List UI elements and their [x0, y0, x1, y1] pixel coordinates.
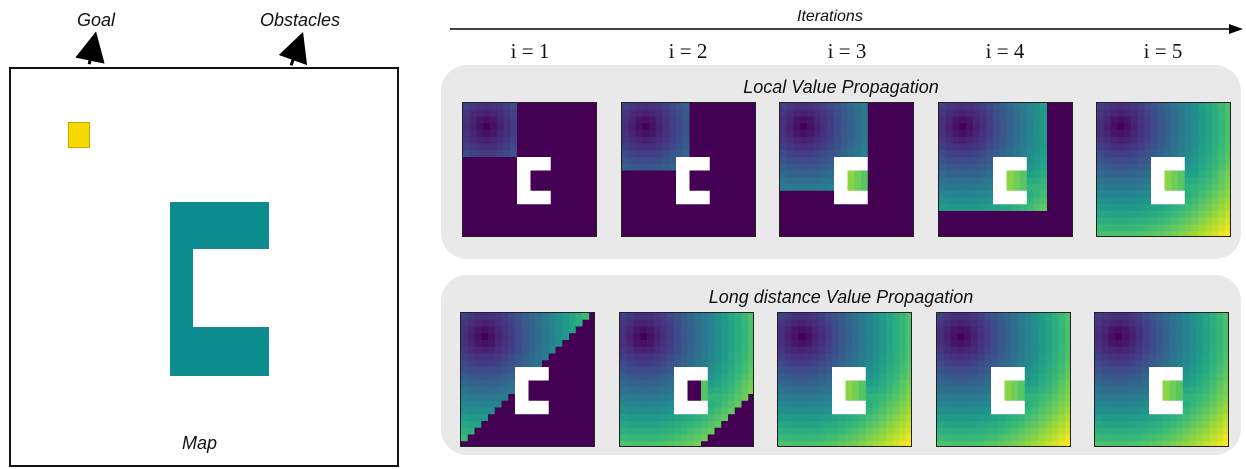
long-grid-5 [1094, 312, 1229, 447]
iteration-label-1: i = 1 [510, 39, 550, 63]
local-grid-2 [621, 102, 756, 237]
map-label: Map [182, 433, 218, 453]
local-panel-title: Local Value Propagation [743, 77, 939, 97]
obstacles-label: Obstacles [260, 10, 341, 30]
iteration-label-4: i = 4 [985, 39, 1025, 63]
long-panel: Long distance Value Propagation [441, 275, 1241, 455]
iteration-label-5: i = 5 [1143, 39, 1183, 63]
local-grid-5 [1096, 102, 1231, 237]
goal-label: Goal [77, 10, 116, 30]
iteration-label-2: i = 2 [668, 39, 708, 63]
local-grid-1 [462, 102, 597, 237]
iterations-arrow [450, 24, 1243, 34]
long-grid-4 [936, 312, 1071, 447]
long-grid-1 [460, 312, 595, 447]
local-panel: Local Value Propagation [441, 65, 1241, 259]
obstacle-shape [170, 202, 269, 376]
iterations-label: Iterations [797, 8, 863, 25]
local-grid-4 [938, 102, 1073, 237]
local-grid-3 [779, 102, 914, 237]
goal-square [68, 122, 90, 148]
map-frame [9, 67, 399, 467]
iteration-label-3: i = 3 [827, 39, 867, 63]
long-panel-title: Long distance Value Propagation [708, 287, 974, 307]
long-grid-3 [777, 312, 912, 447]
long-grid-2 [619, 312, 754, 447]
